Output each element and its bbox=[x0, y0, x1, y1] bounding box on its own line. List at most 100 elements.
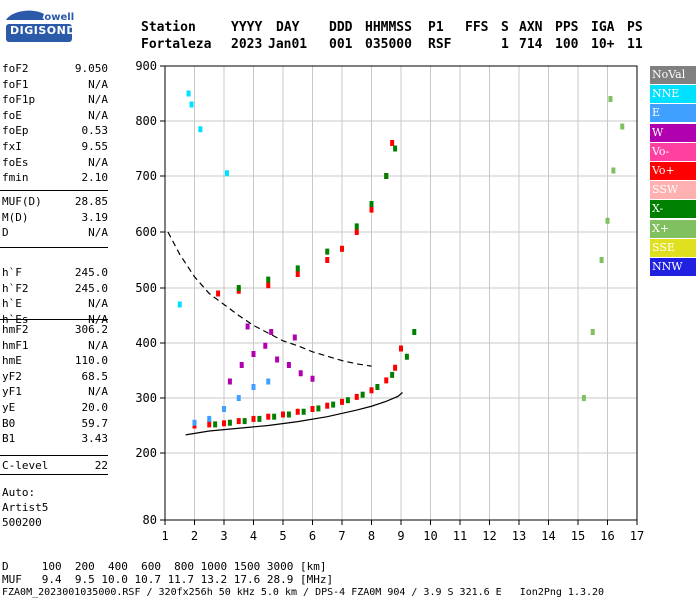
echo-point bbox=[245, 323, 250, 330]
header-label: PS bbox=[627, 20, 643, 35]
param-row: B0 59.7 bbox=[2, 417, 108, 431]
echo-point bbox=[316, 405, 321, 412]
param-value: 3.43 bbox=[81, 432, 109, 446]
param-value: 59.7 bbox=[81, 416, 109, 430]
echo-point bbox=[286, 362, 291, 368]
footer-file-info: FZA0M_2023001035000.RSF / 320fx256h 50 k… bbox=[2, 587, 605, 598]
param-value: 245.0 bbox=[74, 266, 108, 279]
y-tick-label: 700 bbox=[135, 169, 157, 183]
header-value: 2023 bbox=[231, 37, 263, 52]
autoscaler-name: Artist5 bbox=[2, 501, 49, 514]
param-row: hmF1 N/A bbox=[2, 339, 108, 353]
echo-point bbox=[186, 90, 191, 97]
param-name: yE bbox=[2, 401, 16, 414]
electron-density-profile-line bbox=[185, 392, 403, 436]
echo-point bbox=[242, 418, 247, 425]
y-tick-label: 800 bbox=[135, 114, 157, 128]
param-name: fxI bbox=[2, 140, 22, 153]
param-value: 68.5 bbox=[81, 369, 109, 383]
echo-point bbox=[266, 282, 271, 289]
echo-point bbox=[189, 101, 194, 108]
x-tick-label: 14 bbox=[541, 529, 555, 543]
echo-point bbox=[375, 384, 380, 390]
param-name: hmF1 bbox=[2, 338, 29, 352]
echo-point bbox=[590, 329, 595, 335]
param-name: hmF2 bbox=[2, 323, 29, 336]
x-tick-label: 13 bbox=[512, 529, 526, 543]
echo-point bbox=[390, 371, 395, 378]
echo-point bbox=[384, 377, 389, 384]
echo-point bbox=[325, 248, 330, 255]
param-name: hmE bbox=[2, 354, 22, 368]
echo-point bbox=[369, 387, 374, 394]
ionogram-chart: 1 2 3 4 5 6 7 8 9 10 11 12 13 14 15 16 17802003004005006… bbox=[135, 59, 644, 543]
param-row: hmF2 306.2 bbox=[2, 323, 108, 337]
param-value: 9.55 bbox=[81, 140, 109, 153]
param-name: h`F2 bbox=[2, 281, 29, 295]
x-tick-label: 15 bbox=[571, 529, 585, 543]
param-value: N/A bbox=[88, 297, 108, 311]
param-name: foF1 bbox=[2, 77, 29, 91]
y-tick-label: 500 bbox=[135, 281, 157, 295]
param-name: MUF(D) bbox=[2, 195, 42, 208]
echo-point bbox=[213, 421, 218, 428]
param-row: foE N/A bbox=[2, 109, 108, 123]
y-tick-label: 900 bbox=[135, 59, 157, 73]
echo-point bbox=[192, 419, 197, 426]
echo-point bbox=[177, 301, 182, 308]
param-value: 0.53 bbox=[81, 124, 109, 138]
param-value: 20.0 bbox=[81, 401, 109, 414]
header-label: Station bbox=[141, 20, 196, 35]
header-value: 100 bbox=[555, 37, 579, 52]
echo-point bbox=[620, 123, 625, 130]
echo-point bbox=[263, 342, 268, 349]
param-value: 9.050 bbox=[74, 62, 108, 75]
param-row: foEp 0.53 bbox=[2, 124, 108, 138]
param-name: h`F bbox=[2, 266, 22, 279]
echo-point bbox=[611, 167, 616, 174]
param-row: M(D) 3.19 bbox=[2, 211, 108, 225]
x-tick-label: 10 bbox=[423, 529, 437, 543]
echo-point bbox=[399, 345, 403, 352]
echo-point bbox=[331, 401, 336, 408]
echo-point bbox=[325, 402, 330, 409]
param-value: 3.19 bbox=[81, 210, 109, 224]
param-name: foE bbox=[2, 108, 22, 122]
param-name: fmin bbox=[2, 171, 29, 185]
header-value: RSF bbox=[428, 37, 452, 52]
x-tick-label: 16 bbox=[600, 529, 614, 543]
param-value: N/A bbox=[88, 385, 108, 399]
echo-point bbox=[354, 223, 359, 230]
echo-point bbox=[281, 411, 285, 418]
echo-point bbox=[340, 245, 344, 252]
legend-item: SSW bbox=[650, 181, 696, 200]
param-value: 2.10 bbox=[81, 171, 109, 185]
echo-point bbox=[295, 408, 300, 415]
y-tick-label: 80 bbox=[143, 513, 157, 527]
x-tick-label: 5 bbox=[279, 529, 286, 543]
param-name: B1 bbox=[2, 432, 16, 446]
echo-point bbox=[354, 229, 359, 235]
param-separator bbox=[0, 474, 108, 475]
echo-point bbox=[412, 329, 417, 335]
param-separator bbox=[0, 190, 108, 191]
legend-item: X+ bbox=[650, 219, 696, 238]
x-tick-label: 7 bbox=[338, 529, 345, 543]
param-value: N/A bbox=[88, 226, 108, 240]
legend-item: Vo- bbox=[650, 142, 696, 161]
echo-point bbox=[222, 406, 226, 412]
echo-point bbox=[266, 276, 271, 283]
param-row: yF1 N/A bbox=[2, 385, 108, 399]
echo-point bbox=[269, 329, 274, 335]
echo-point bbox=[236, 418, 241, 425]
echo-point bbox=[340, 398, 344, 405]
echo-point bbox=[298, 370, 303, 377]
echo-point bbox=[599, 257, 604, 263]
header-label: PPS bbox=[555, 20, 579, 35]
x-tick-label: 6 bbox=[309, 529, 316, 543]
echo-point bbox=[198, 126, 203, 133]
echo-point bbox=[369, 201, 374, 207]
param-value: N/A bbox=[88, 93, 108, 107]
param-name: B0 bbox=[2, 416, 16, 430]
echo-point bbox=[301, 408, 306, 415]
